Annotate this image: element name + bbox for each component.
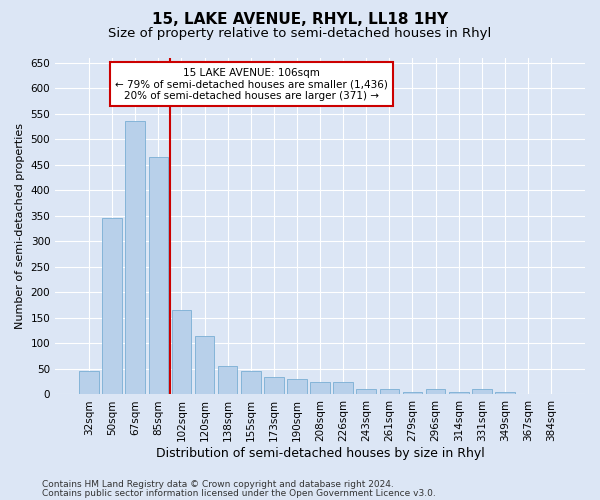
X-axis label: Distribution of semi-detached houses by size in Rhyl: Distribution of semi-detached houses by … [156, 447, 484, 460]
Text: 15, LAKE AVENUE, RHYL, LL18 1HY: 15, LAKE AVENUE, RHYL, LL18 1HY [152, 12, 448, 28]
Bar [125, 122, 145, 394]
Text: Size of property relative to semi-detached houses in Rhyl: Size of property relative to semi-detach… [109, 28, 491, 40]
Bar [449, 392, 469, 394]
Bar [287, 379, 307, 394]
Text: Contains public sector information licensed under the Open Government Licence v3: Contains public sector information licen… [42, 488, 436, 498]
Bar [195, 336, 214, 394]
Bar [495, 392, 515, 394]
Bar [172, 310, 191, 394]
Bar [403, 392, 422, 394]
Bar [310, 382, 330, 394]
Bar [426, 390, 445, 394]
Bar [149, 157, 168, 394]
Bar [380, 390, 399, 394]
Y-axis label: Number of semi-detached properties: Number of semi-detached properties [15, 123, 25, 329]
Bar [264, 376, 284, 394]
Text: 15 LAKE AVENUE: 106sqm
← 79% of semi-detached houses are smaller (1,436)
20% of : 15 LAKE AVENUE: 106sqm ← 79% of semi-det… [115, 68, 388, 101]
Bar [103, 218, 122, 394]
Bar [79, 372, 99, 394]
Bar [218, 366, 238, 394]
Text: Contains HM Land Registry data © Crown copyright and database right 2024.: Contains HM Land Registry data © Crown c… [42, 480, 394, 489]
Bar [334, 382, 353, 394]
Bar [241, 372, 260, 394]
Bar [356, 390, 376, 394]
Bar [472, 390, 491, 394]
